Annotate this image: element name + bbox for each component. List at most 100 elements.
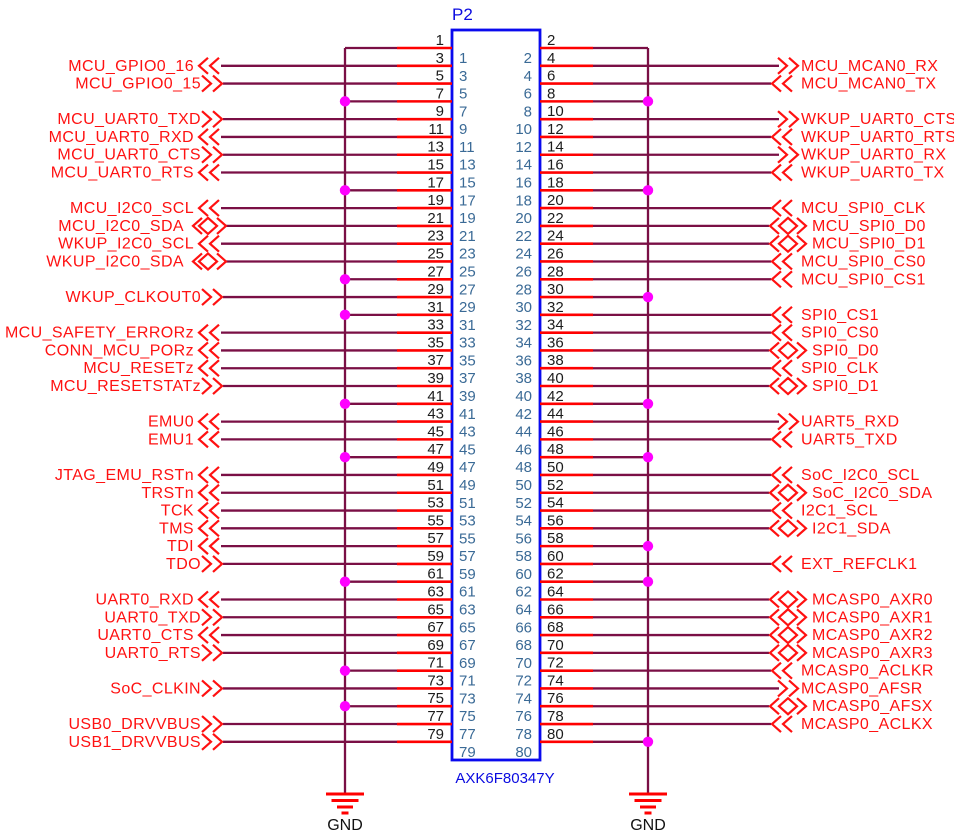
net-label[interactable]: I2C1_SDA	[812, 520, 891, 537]
net-label[interactable]: MCU_I2C0_SCL	[70, 200, 194, 217]
net-label[interactable]: USB1_DRVVBUS	[68, 734, 201, 751]
net-label[interactable]: MCU_SAFETY_ERRORz	[5, 325, 194, 342]
pin-number-inside: 19	[459, 210, 476, 227]
pin-number-inside: 73	[459, 690, 476, 707]
net-label[interactable]: MCASP0_AXR2	[812, 627, 933, 644]
net-label[interactable]: UART0_CTS	[97, 627, 194, 644]
net-label[interactable]: CONN_MCU_PORz	[45, 342, 194, 359]
net-label[interactable]: EXT_REFCLK1	[801, 556, 917, 573]
pin-number-inside: 68	[515, 637, 532, 654]
net-label[interactable]: MCU_SPI0_D1	[812, 236, 926, 253]
net-label[interactable]: MCASP0_AXR3	[812, 645, 933, 662]
net-label[interactable]: MCASP0_AXR1	[812, 609, 933, 626]
pin-row-left-21: 21 21 MCU_I2C0_SDA	[58, 210, 475, 245]
net-label[interactable]: MCU_UART0_RXD	[49, 129, 194, 146]
bidir-arrow-icon	[768, 590, 808, 609]
net-label[interactable]: SPI0_CS1	[801, 307, 879, 324]
net-label[interactable]: MCU_UART0_CTS	[57, 147, 201, 164]
net-label[interactable]: WKUP_I2C0_SCL	[58, 236, 194, 253]
net-label[interactable]: TMS	[159, 520, 194, 537]
net-label[interactable]: SPI0_D0	[812, 342, 879, 359]
net-label[interactable]: SoC_I2C0_SCL	[801, 467, 920, 484]
net-label[interactable]: MCU_SPI0_CS1	[801, 271, 926, 288]
net-label[interactable]: UART5_RXD	[801, 414, 899, 431]
net-label[interactable]: MCU_I2C0_SDA	[58, 218, 184, 235]
pin-number-inside: 16	[515, 175, 532, 192]
net-label[interactable]: SoC_CLKIN	[110, 680, 201, 697]
pin-number-inside: 21	[459, 228, 476, 245]
pin-number-inside: 80	[515, 744, 532, 761]
left-arrow-icon	[197, 323, 220, 342]
pin-row-right-16: 16 16 WKUP_UART0_TX	[515, 157, 944, 192]
pin-row-right-6: 66 MCU_MCAN0_TX	[524, 68, 937, 103]
net-label[interactable]: MCASP0_AFSX	[812, 698, 933, 715]
bidir-arrow-icon	[768, 518, 808, 538]
net-label[interactable]: MCU_GPIO0_16	[68, 58, 194, 75]
net-label[interactable]: WKUP_CLKOUT0	[66, 289, 202, 306]
pin-number-inside: 40	[515, 388, 532, 405]
left-arrow-icon	[770, 466, 793, 484]
net-label[interactable]: UART0_TXD	[104, 609, 201, 626]
pin-number-inside: 7	[459, 103, 467, 120]
pin-number-outside: 21	[427, 210, 444, 227]
net-label[interactable]: MCU_RESETSTATz	[50, 378, 201, 395]
pin-number-inside: 12	[515, 139, 532, 156]
net-label[interactable]: TCK	[161, 503, 194, 520]
net-label[interactable]: MCASP0_AXR0	[812, 591, 933, 608]
pin-number-outside: 16	[547, 157, 564, 174]
net-label[interactable]: WKUP_I2C0_SDA	[46, 253, 184, 270]
left-arrow-icon	[197, 128, 220, 146]
net-label[interactable]: MCU_GPIO0_15	[75, 76, 201, 93]
pin-row-left-47: 47 47	[339, 441, 476, 476]
net-label[interactable]: MCU_MCAN0_RX	[801, 58, 938, 75]
net-label[interactable]: MCU_UART0_TXD	[57, 111, 201, 128]
right-arrow-icon	[777, 145, 800, 164]
net-label[interactable]: SPI0_D1	[812, 378, 879, 395]
net-label[interactable]: SoC_I2C0_SDA	[812, 485, 932, 502]
pin-row-left-37: 37 37 MCU_RESETz	[83, 352, 475, 387]
net-label[interactable]: EMU0	[148, 414, 194, 431]
left-arrow-icon	[197, 537, 220, 555]
net-label[interactable]: SPI0_CLK	[801, 360, 879, 377]
net-label[interactable]: JTAG_EMU_RSTn	[55, 467, 194, 484]
pin-number-inside: 32	[515, 317, 532, 334]
net-label[interactable]: MCU_UART0_RTS	[51, 165, 194, 182]
net-label[interactable]: WKUP_UART0_RTS	[801, 129, 954, 146]
pin-row-right-72: 72 72 MCASP0_ACLKR	[515, 655, 934, 690]
net-label[interactable]: UART0_RXD	[96, 591, 194, 608]
pin-row-left-45: 45 45 EMU1	[148, 423, 476, 458]
ground-symbol-right[interactable]: GND	[629, 792, 667, 834]
pin-number-outside: 1	[436, 32, 444, 49]
ground-symbol-left[interactable]: GND	[326, 792, 364, 834]
net-label[interactable]: EMU1	[148, 431, 194, 448]
pin-number-outside: 5	[436, 68, 444, 85]
net-label[interactable]: TDI	[167, 538, 194, 555]
pin-row-left-51: 51 51 TRSTn	[141, 477, 475, 512]
net-label[interactable]: WKUP_UART0_TX	[801, 165, 945, 182]
pin-number-outside: 61	[427, 566, 444, 583]
net-label[interactable]: MCU_SPI0_CS0	[801, 253, 926, 270]
junction-dot	[339, 398, 351, 409]
net-label[interactable]: TRSTn	[141, 485, 194, 502]
pin-number-outside: 76	[547, 690, 564, 707]
net-label[interactable]: UART5_TXD	[801, 431, 898, 448]
net-label[interactable]: I2C1_SCL	[801, 503, 878, 520]
net-label[interactable]: TDO	[166, 556, 201, 573]
net-label[interactable]: SPI0_CS0	[801, 325, 879, 342]
net-label[interactable]: WKUP_UART0_RX	[801, 147, 946, 164]
net-label[interactable]: USB0_DRVVBUS	[68, 716, 201, 733]
net-label[interactable]: MCASP0_ACLKX	[801, 716, 933, 733]
net-label[interactable]: MCASP0_ACLKR	[801, 663, 934, 680]
net-label[interactable]: UART0_RTS	[105, 645, 201, 662]
net-label[interactable]: MCU_SPI0_D0	[812, 218, 926, 235]
net-label[interactable]: WKUP_UART0_CTS	[801, 111, 954, 128]
junction-dot	[642, 398, 654, 409]
net-label[interactable]: MCU_MCAN0_TX	[801, 76, 937, 93]
net-label[interactable]: MCU_SPI0_CLK	[801, 200, 926, 217]
left-arrow-icon	[197, 626, 220, 644]
net-label[interactable]: MCASP0_AFSR	[801, 680, 923, 697]
left-arrow-icon	[770, 128, 793, 146]
net-label[interactable]: MCU_RESETz	[83, 360, 194, 377]
connector-body[interactable]	[450, 28, 542, 762]
pin-number-outside: 53	[427, 495, 444, 512]
